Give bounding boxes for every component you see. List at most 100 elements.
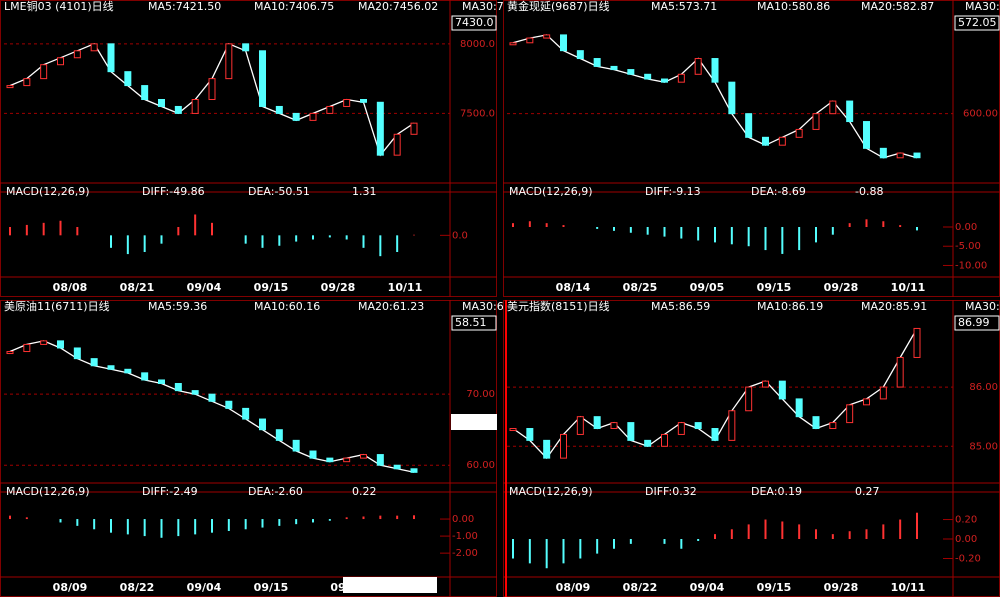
candle (23, 343, 31, 353)
date-label: 08/22 (120, 581, 155, 594)
macd-macd-header: MACD(12,26,9) (6, 185, 90, 198)
legend-ma10: MA10:60.16 (254, 300, 320, 313)
candle (644, 73, 652, 80)
candle (795, 128, 803, 138)
date-label: 09/28 (824, 581, 859, 594)
candle (829, 422, 837, 430)
date-label: 08/14 (556, 281, 591, 294)
candle (90, 43, 98, 52)
date-label: 10/11 (891, 281, 926, 294)
candle (879, 386, 887, 400)
candle (326, 105, 334, 114)
date-label: 08/21 (120, 281, 155, 294)
date-label: 09/15 (254, 581, 289, 594)
price-box (954, 15, 1000, 31)
candle (846, 404, 854, 424)
candle (812, 113, 820, 130)
candle (795, 398, 803, 418)
candle (644, 439, 652, 447)
candle (57, 340, 64, 349)
candle (309, 112, 317, 121)
candle (90, 358, 98, 367)
date-label: 10/11 (891, 581, 926, 594)
candle (762, 136, 769, 146)
candle (863, 121, 870, 149)
candle (661, 433, 668, 447)
date-label: 09/04 (187, 581, 222, 594)
candle (627, 69, 635, 75)
macd-macd-value: 0.27 (855, 485, 880, 498)
candle (560, 433, 567, 459)
candle (259, 418, 266, 431)
chart-panel[interactable]: 美元指数(8151)日线 MA5:86.59 MA10:86.19 MA20:85.9… (503, 299, 1000, 597)
candle (526, 37, 534, 44)
candle (846, 100, 854, 123)
date-label: 09/28 (824, 281, 859, 294)
macd-diff: DIFF:0.32 (645, 485, 697, 498)
date-label: 09/05 (690, 281, 725, 294)
candle (677, 73, 685, 83)
macd-diff: DIFF:-49.86 (142, 185, 205, 198)
candle (242, 407, 250, 420)
candle (677, 422, 685, 435)
candle (124, 368, 132, 374)
candle (343, 99, 351, 107)
candle (728, 81, 736, 115)
macd-tick-label: -5.00 (955, 241, 981, 252)
candle (393, 133, 401, 156)
current-price: 86.99 (958, 316, 990, 329)
cursor-date-box (343, 577, 437, 593)
price-box (451, 15, 497, 31)
candle (6, 351, 14, 355)
cursor-price: 67.07 (457, 415, 492, 428)
y-tick-label: 600.00 (963, 109, 998, 120)
legend-title: LME铜03 (4101)日线 (4, 0, 114, 13)
macd-macd-value: 0.22 (352, 485, 377, 498)
macd-dea: DEA:0.19 (751, 485, 802, 498)
macd-tick-label: -1.00 (452, 531, 478, 542)
legend-title: 美原油11(6711)日线 (4, 299, 110, 313)
candle (610, 422, 618, 430)
macd-tick-label: -2.00 (452, 548, 478, 559)
date-label: 08/22 (623, 581, 658, 594)
candle (376, 101, 384, 156)
candle (560, 34, 567, 52)
cursor-price-box (451, 414, 497, 430)
macd-macd-value: -0.88 (855, 185, 883, 198)
candle (141, 85, 149, 101)
candle (778, 136, 786, 146)
candle (73, 50, 81, 59)
price-box (954, 315, 1000, 331)
candle (360, 99, 367, 103)
y-tick-label: 8000.0 (460, 39, 495, 50)
cursor-date: 2006/09/28,四 (351, 578, 429, 591)
candle (124, 71, 132, 87)
y-tick-label: 85.00 (969, 441, 998, 452)
chart-panel[interactable]: 黄金现延(9687)日线 MA5:573.71 MA10:580.86 MA20:58… (503, 0, 1000, 297)
candle (694, 422, 702, 430)
candle (158, 99, 165, 107)
macd-tick-label: -10.00 (955, 260, 987, 271)
candle (107, 43, 115, 73)
y-tick-label: 70.00 (466, 389, 495, 400)
candle (593, 416, 601, 430)
candle (576, 50, 584, 60)
candle (225, 43, 233, 80)
candle (627, 422, 635, 441)
candle (73, 347, 81, 360)
legend-ma30: MA30: (965, 0, 1000, 13)
legend-ma20: MA20:61.23 (358, 300, 424, 313)
legend-ma5: MA5:86.59 (651, 300, 710, 313)
chart-panel[interactable]: LME铜03 (4101)日线 MA5:7421.50 MA10:7406.75 MA… (0, 0, 504, 297)
date-label: 09/15 (757, 281, 792, 294)
candle (913, 327, 921, 358)
candle (576, 416, 584, 435)
candle (275, 429, 283, 441)
legend-ma10: MA10:7406.75 (254, 0, 334, 13)
macd-diff: DIFF:-9.13 (645, 185, 701, 198)
y-tick-label: 60.00 (466, 460, 495, 471)
candle (593, 58, 601, 67)
candle (208, 393, 216, 402)
date-label: 10/11 (388, 281, 423, 294)
legend-ma30: MA30:7 (462, 0, 504, 13)
